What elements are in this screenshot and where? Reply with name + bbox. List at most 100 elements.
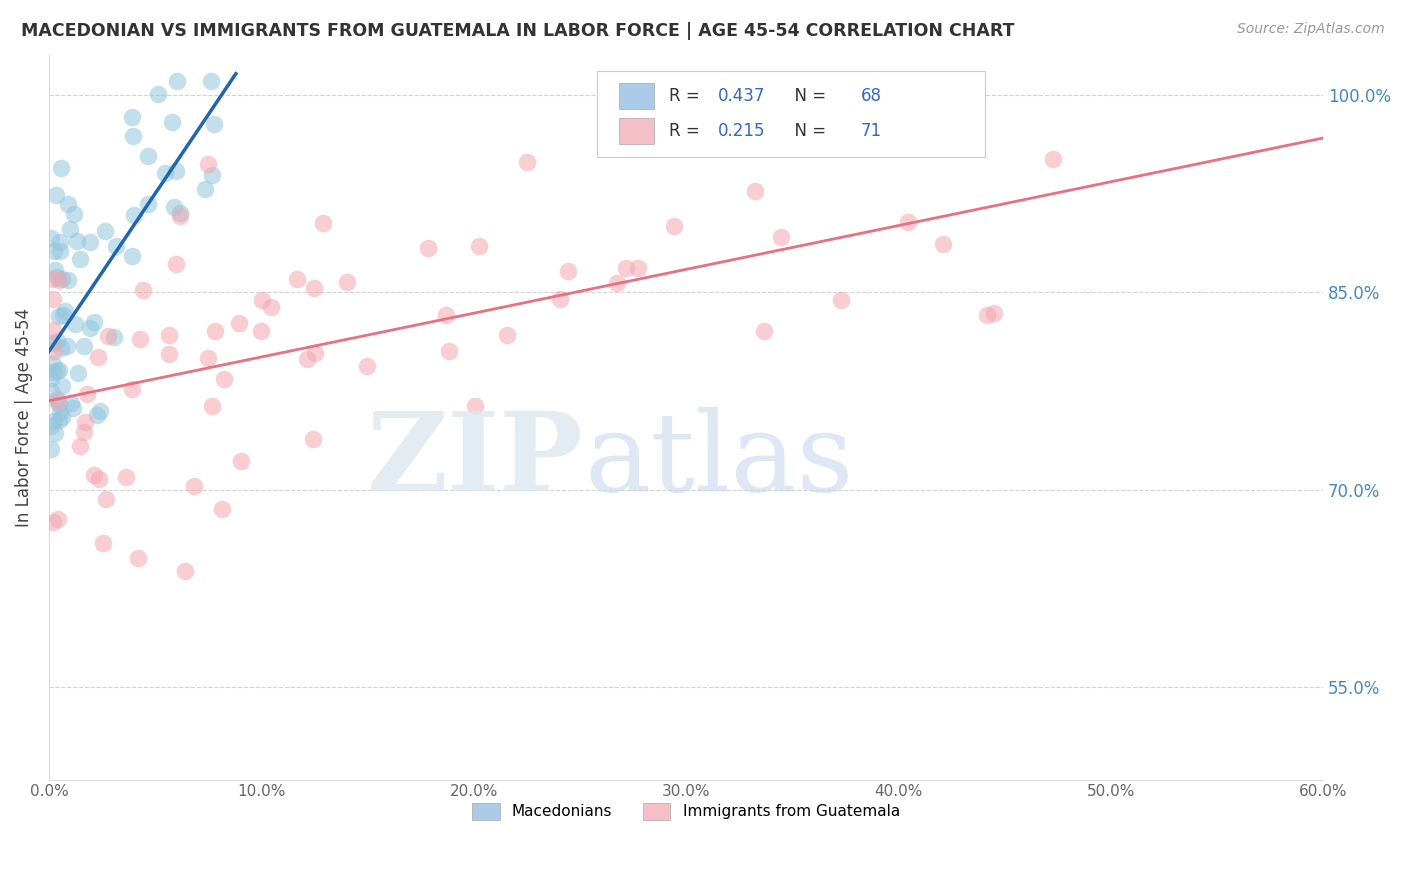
Point [46,270,69,285]
Point [136,196,159,211]
Point [830,293,852,308]
Point [336,275,359,289]
Point [301,432,323,446]
Point [548,292,571,306]
Point [738,114,761,128]
Text: N =: N = [785,122,831,140]
Point [183,479,205,493]
Point [157,327,180,342]
Text: 68: 68 [860,87,882,105]
FancyBboxPatch shape [598,71,986,157]
Point [42,335,65,350]
Text: R =: R = [669,122,706,140]
Text: 0.215: 0.215 [718,122,765,140]
Point [201,168,224,182]
Point [44,415,66,429]
Y-axis label: In Labor Force | Age 45-54: In Labor Force | Age 45-54 [15,308,32,527]
Point [87,350,110,364]
Point [93,536,115,550]
Point [285,271,308,285]
Point [56,196,79,211]
Point [128,332,150,346]
Point [73,339,96,353]
Point [769,230,792,244]
Point [49,244,72,259]
FancyBboxPatch shape [619,118,654,145]
Point [72,425,94,439]
Point [121,249,143,263]
Point [49,161,72,175]
Point [56,339,79,353]
Point [79,235,101,249]
Text: N =: N = [785,87,831,105]
Point [59,395,82,409]
Point [42,292,65,306]
Point [48,235,70,250]
Point [304,346,326,360]
Point [557,263,579,277]
Point [42,365,65,379]
Point [45,392,67,406]
Point [211,502,233,516]
Point [212,372,235,386]
Point [744,184,766,198]
Point [197,351,219,366]
Text: R =: R = [669,87,706,105]
Point [69,252,91,266]
Text: 0.437: 0.437 [718,87,765,105]
Point [606,277,628,291]
Point [252,293,274,307]
Point [932,237,955,252]
Point [165,164,187,178]
Point [148,87,170,101]
Point [121,382,143,396]
Point [69,439,91,453]
Point [174,564,197,578]
Point [169,205,191,219]
Point [51,379,73,393]
Point [169,209,191,223]
Point [153,166,176,180]
Point [166,74,188,88]
Point [89,404,111,418]
Point [122,209,145,223]
Point [228,316,250,330]
Point [59,222,82,236]
Point [42,344,65,359]
Point [58,273,80,287]
Point [136,149,159,163]
Point [468,239,491,253]
Point [48,309,70,323]
Point [45,364,67,378]
Point [42,357,65,371]
Point [122,129,145,144]
Point [76,387,98,401]
Point [83,467,105,482]
Point [983,305,1005,319]
Point [94,492,117,507]
Text: 71: 71 [860,122,882,140]
Point [103,330,125,344]
Point [194,182,217,196]
Point [87,472,110,486]
FancyBboxPatch shape [619,83,654,110]
Point [105,239,128,253]
Point [160,114,183,128]
Point [62,401,84,415]
Point [202,117,225,131]
Point [356,359,378,373]
Point [79,321,101,335]
Point [48,413,70,427]
Point [437,344,460,359]
Point [97,329,120,343]
Point [46,512,69,526]
Point [67,366,90,380]
Point [66,234,89,248]
Point [48,273,70,287]
Point [63,317,86,331]
Point [121,110,143,124]
Point [297,351,319,366]
Point [897,215,920,229]
Point [45,187,67,202]
Point [39,442,62,456]
